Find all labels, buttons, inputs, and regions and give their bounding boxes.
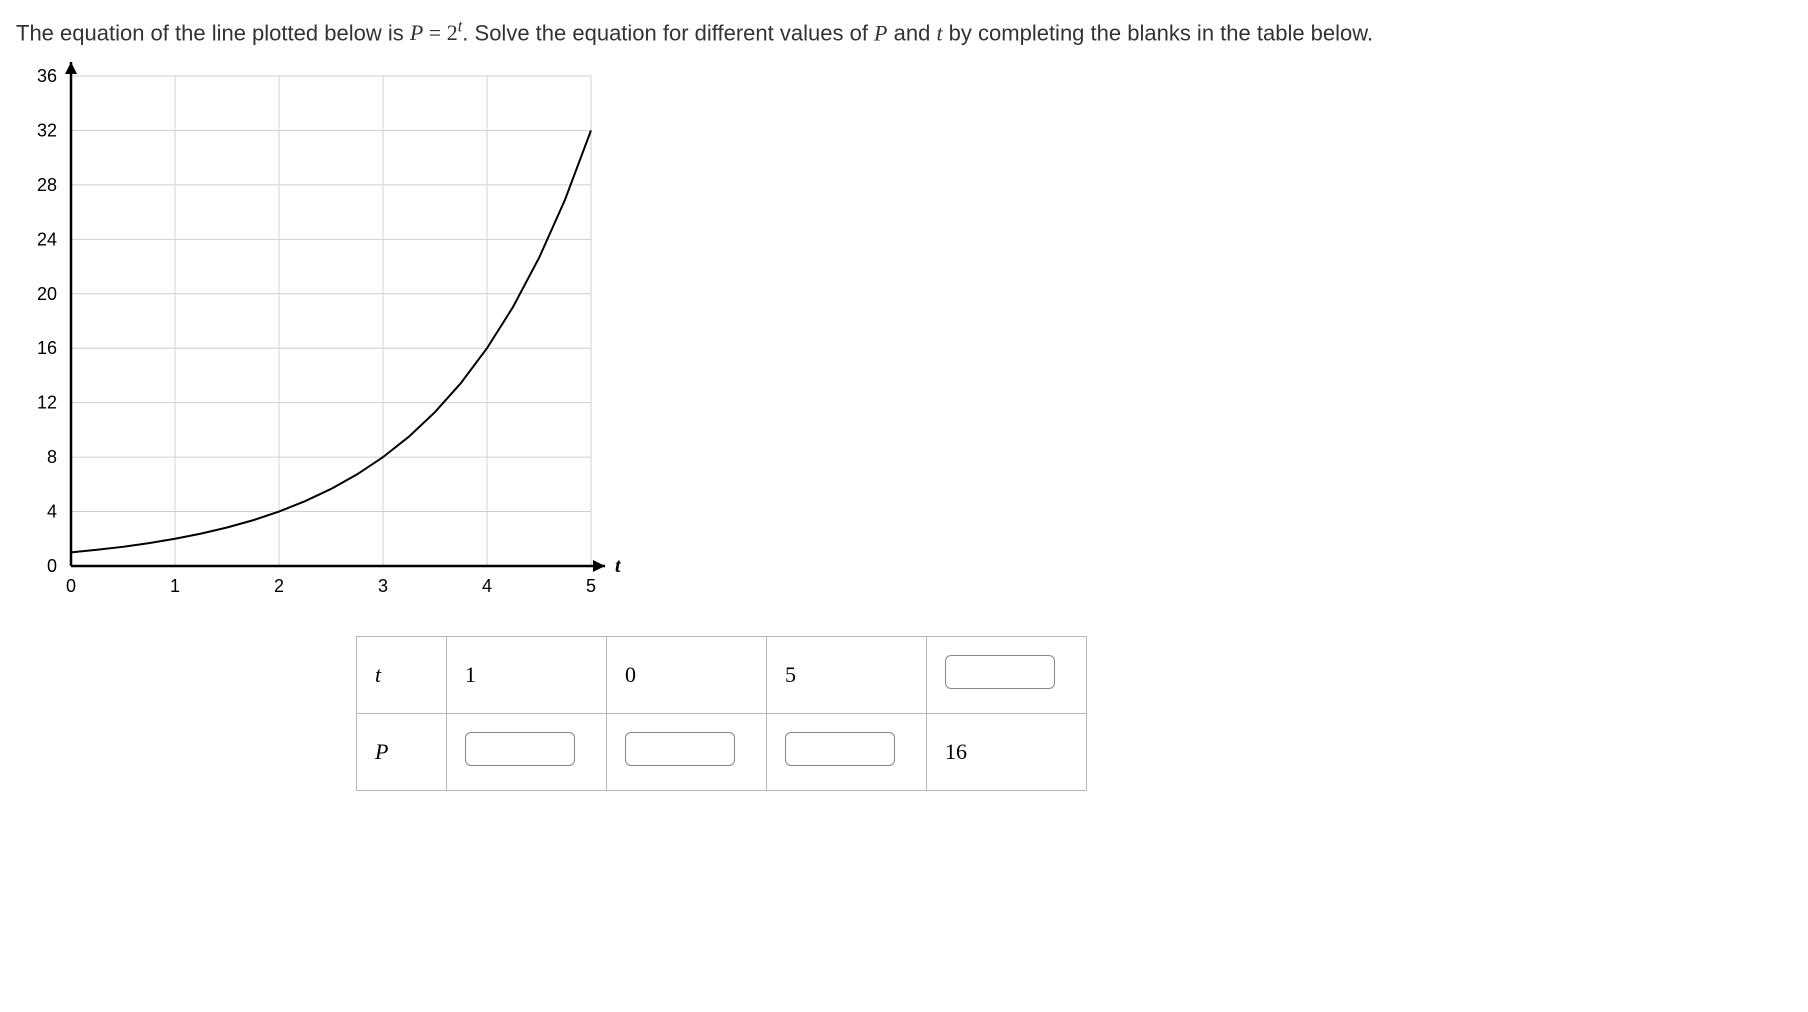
question-middle: . Solve the equation for different value… xyxy=(462,20,874,45)
svg-text:4: 4 xyxy=(47,502,57,522)
row-header-t: t xyxy=(357,637,447,714)
svg-text:4: 4 xyxy=(482,576,492,596)
cell-P-3: 16 xyxy=(927,714,1087,791)
input-P-1[interactable] xyxy=(625,732,735,766)
cell-t-0: 1 xyxy=(447,637,607,714)
question-prefix: The equation of the line plotted below i… xyxy=(16,20,410,45)
cell-P-1 xyxy=(607,714,767,791)
answer-table: t 1 0 5 P 16 xyxy=(356,636,1087,791)
cell-P-2 xyxy=(767,714,927,791)
table-row-P: P 16 xyxy=(357,714,1087,791)
svg-text:12: 12 xyxy=(37,393,57,413)
cell-t-2: 5 xyxy=(767,637,927,714)
question-text: The equation of the line plotted below i… xyxy=(16,16,1792,48)
row-header-P: P xyxy=(357,714,447,791)
cell-t-1: 0 xyxy=(607,637,767,714)
svg-text:8: 8 xyxy=(47,447,57,467)
svg-text:t: t xyxy=(615,555,622,577)
var-P: P xyxy=(874,20,887,45)
equation: P = 2t xyxy=(410,20,462,45)
svg-text:0: 0 xyxy=(47,556,57,576)
svg-text:36: 36 xyxy=(37,66,57,86)
input-t-3[interactable] xyxy=(945,655,1055,689)
svg-text:32: 32 xyxy=(37,120,57,140)
svg-text:28: 28 xyxy=(37,175,57,195)
svg-text:2: 2 xyxy=(274,576,284,596)
svg-text:1: 1 xyxy=(170,576,180,596)
input-P-2[interactable] xyxy=(785,732,895,766)
svg-text:3: 3 xyxy=(378,576,388,596)
question-suffix: by completing the blanks in the table be… xyxy=(943,20,1374,45)
svg-text:20: 20 xyxy=(37,284,57,304)
answer-table-wrap: t 1 0 5 P 16 xyxy=(356,636,1792,791)
svg-text:24: 24 xyxy=(37,229,57,249)
input-P-0[interactable] xyxy=(465,732,575,766)
chart-svg: 01234504812162024283236Pt xyxy=(16,56,636,616)
svg-text:5: 5 xyxy=(586,576,596,596)
cell-t-3 xyxy=(927,637,1087,714)
svg-text:P: P xyxy=(78,56,92,59)
cell-P-0 xyxy=(447,714,607,791)
svg-text:16: 16 xyxy=(37,338,57,358)
table-row-t: t 1 0 5 xyxy=(357,637,1087,714)
svg-text:0: 0 xyxy=(66,576,76,596)
exponential-chart: 01234504812162024283236Pt xyxy=(16,56,636,616)
